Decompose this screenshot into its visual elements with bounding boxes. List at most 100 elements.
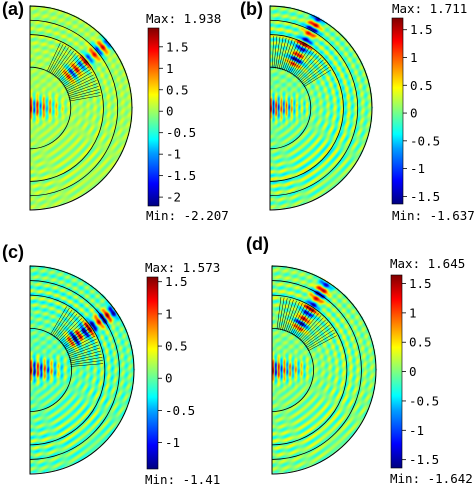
panel-label: (c) (2, 242, 24, 262)
panel-c: (c) 1.5 1 0.5 0 -0.5 -1 Max: 1.573 Min: -1.41 (2, 242, 220, 487)
field-image (30, 265, 136, 475)
fan-line (65, 333, 94, 350)
fan-line (291, 306, 309, 335)
colorbar-tick-label: 1.5 (410, 22, 433, 37)
fan-line (291, 47, 310, 75)
colorbar-tick-label: 1 (409, 305, 417, 320)
fan-line (68, 89, 100, 98)
colorbar-tick-label: 0.5 (165, 339, 188, 354)
outer-boundary (29, 265, 135, 475)
colorbar-tick-label: 1 (165, 306, 173, 321)
colorbar-tick-label: -1.5 (166, 168, 196, 183)
fan-line (59, 59, 84, 82)
fan-line (283, 40, 296, 71)
fan-line (293, 307, 312, 336)
fan-line (63, 327, 91, 347)
fan-line (70, 363, 104, 367)
cloak-outer-boundary (271, 294, 348, 446)
fan-line (59, 320, 85, 343)
fan-line (277, 37, 284, 69)
colorbar-gradient (146, 276, 159, 470)
fan-line (298, 57, 322, 81)
fan-line (60, 61, 86, 83)
max-label: Max: 1.573 (145, 260, 220, 275)
fan-line (48, 44, 64, 73)
panel-a: (a) 1.5 1 0.5 0 -0.5 -1 -1.5 -2 Max: 1.938 Min:… (2, 0, 229, 223)
fan-line (280, 38, 290, 70)
colorbar-tick-label: 1.5 (165, 274, 188, 289)
fan-line (50, 306, 67, 335)
colorbar-tick-label: 0 (166, 104, 174, 119)
cloak-fan-lines (276, 297, 337, 352)
fan-line (61, 63, 88, 84)
fan-line (52, 48, 72, 76)
fan-line (67, 341, 98, 355)
outer-boundary (29, 5, 133, 211)
fan-line (285, 300, 297, 332)
colorbar: 1.5 1 0.5 0 -0.5 -1 -1.5 (390, 274, 439, 469)
wave-field (29, 265, 136, 475)
fan-line (297, 313, 319, 339)
fan-line (278, 37, 287, 70)
colorbar-tick-label: -1.5 (410, 189, 440, 204)
fan-line (278, 297, 285, 330)
fan-line (46, 42, 61, 72)
fan-line (69, 95, 101, 102)
colorbar: 1.5 1 0.5 0 -0.5 -1 (146, 274, 195, 470)
fan-line (68, 347, 101, 358)
colorbar-tick-label: -1 (409, 423, 424, 438)
fan-line (66, 335, 96, 352)
panel-b: (b) 1.5 1 0.5 0 -0.5 -1 -1.5 Max: 1.711 Min: -… (240, 0, 474, 223)
field-image (30, 5, 134, 211)
pml-boundary (29, 280, 120, 460)
colorbar-tick-label: -1 (410, 161, 425, 176)
colorbar-gradient (390, 274, 403, 469)
colorbar-tick-label: 0 (410, 106, 418, 121)
colorbar-tick-label: 1 (410, 50, 418, 65)
colorbar-tick-label: 1.5 (166, 39, 189, 54)
fan-line (296, 311, 317, 338)
colorbar-tick-label: -0.5 (410, 133, 440, 148)
fan-line (290, 304, 306, 334)
fan-line (64, 330, 93, 349)
fan-line (300, 62, 326, 83)
cloak-fan-lines (271, 36, 332, 88)
fan-line (68, 344, 100, 357)
fan-line (286, 42, 302, 73)
fan-line (51, 47, 69, 75)
min-label: Min: -2.207 (146, 208, 229, 223)
fan-line (283, 299, 294, 332)
fan-line (63, 69, 91, 87)
fan-line (69, 350, 101, 360)
colorbar-tick-label: 0.5 (409, 335, 432, 350)
cloak-inner-boundary (271, 328, 314, 412)
fan-line (57, 315, 80, 341)
fan-line (271, 36, 275, 69)
fan-line (66, 80, 97, 93)
colorbar-tick-label: 0 (409, 364, 417, 379)
outer-boundary (271, 265, 377, 475)
fan-line (294, 309, 314, 337)
fan-line (288, 44, 305, 73)
fan-line (282, 39, 293, 71)
fan-line (280, 298, 288, 331)
fan-line (293, 49, 312, 76)
fan-line (276, 297, 282, 330)
cloak-fan-lines (46, 42, 101, 102)
cloak-outer-boundary (29, 34, 104, 182)
colorbar: 1.5 1 0.5 0 -0.5 -1 -1.5 -2 (147, 27, 196, 207)
fan-line (288, 303, 303, 334)
pml-boundary (271, 280, 362, 460)
fan-line (295, 53, 317, 78)
fan-line (285, 41, 299, 72)
fan-line (51, 307, 70, 336)
fan-line (303, 69, 332, 88)
panel-label: (b) (240, 0, 263, 19)
fan-line (273, 36, 278, 69)
cloak-inner-boundary (29, 328, 72, 412)
max-label: Max: 1.645 (390, 256, 465, 271)
wave-field (271, 265, 378, 475)
fan-line (301, 64, 328, 85)
fan-line (287, 301, 300, 333)
min-label: Min: -1.642 (390, 471, 473, 486)
